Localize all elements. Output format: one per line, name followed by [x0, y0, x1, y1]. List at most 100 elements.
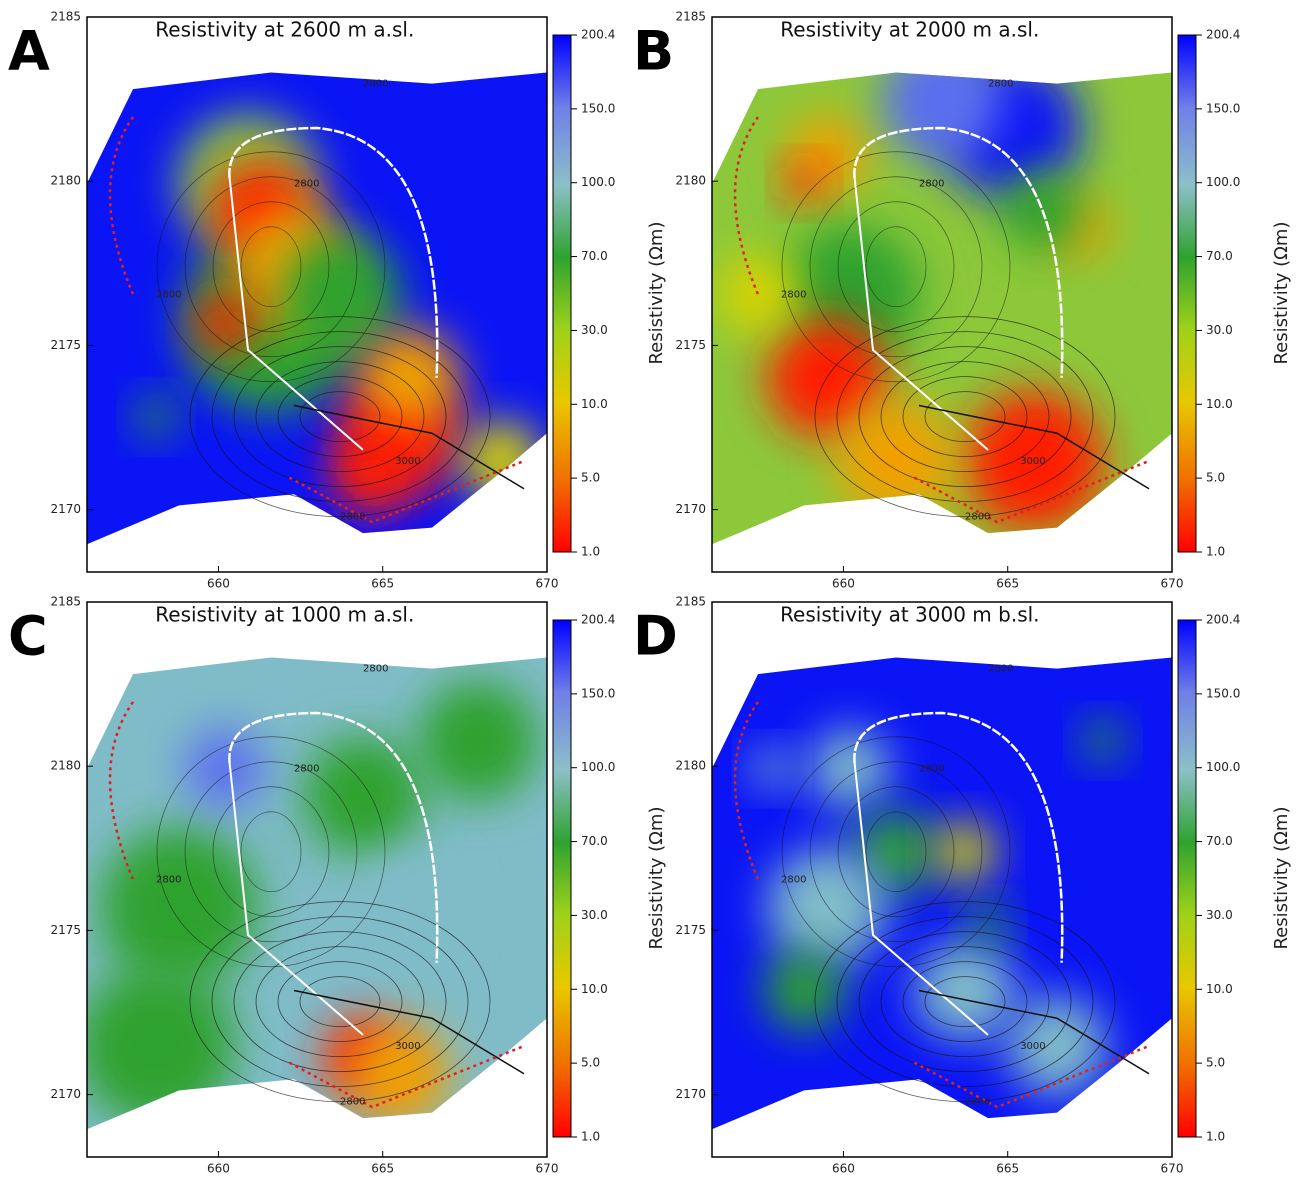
colorbar-tick-label: 5.0	[581, 471, 600, 485]
contour	[902, 961, 1028, 1042]
contour-label: 2800	[340, 1097, 365, 1108]
contour	[299, 976, 381, 1027]
colorbar-label: Resistivity (Ωm)	[1271, 221, 1292, 364]
colorbar-label: Resistivity (Ωm)	[646, 221, 667, 364]
contour	[233, 931, 447, 1072]
colorbar	[552, 34, 572, 553]
colorbar-tick-label: 200.4	[581, 28, 615, 42]
fault	[853, 177, 989, 451]
contour	[299, 391, 381, 443]
contour	[924, 976, 1006, 1027]
colorbar-tick-label: 30.0	[581, 908, 608, 922]
fault	[853, 762, 989, 1036]
contour	[837, 201, 955, 333]
scarp	[288, 1044, 525, 1109]
colorbar-tick-label: 10.0	[1206, 397, 1233, 411]
field-blob	[303, 736, 423, 857]
contour-label: 2800	[919, 764, 944, 775]
colorbar-tick-label: 1.0	[1206, 1130, 1225, 1144]
map-panel: 2800 3000 2800 2800 2800 660 665 670 2170 2175 218…	[8, 10, 667, 591]
contour-label: 2800	[363, 79, 388, 90]
scarp	[913, 1044, 1150, 1109]
colorbar-tick-label: 1.0	[1206, 545, 1225, 559]
y-tick-label: 2180	[50, 174, 81, 188]
contour	[184, 761, 358, 943]
y-tick-label: 2185	[675, 10, 706, 24]
contour-label: 2800	[988, 79, 1013, 90]
contour-label: 2800	[294, 764, 319, 775]
resistivity-field	[87, 657, 547, 1130]
contour	[902, 376, 1028, 458]
x-tick-label: 660	[832, 577, 855, 591]
contour	[809, 176, 983, 358]
resistivity-field	[712, 657, 1172, 1130]
fault	[293, 404, 525, 490]
field-blob	[136, 396, 176, 437]
contour-label: 2800	[781, 875, 806, 886]
contour	[212, 201, 330, 333]
map-panel: 2800 3000 2800 2800 2800 660 665 670 2170 2175 218…	[8, 595, 667, 1176]
colorbar	[552, 619, 572, 1138]
y-tick-label: 2175	[675, 338, 706, 352]
panel-letter: C	[8, 605, 48, 668]
contour	[255, 946, 425, 1057]
contour-label: 3000	[395, 1041, 420, 1052]
field-blob	[767, 847, 887, 968]
panel-letter: A	[8, 20, 50, 83]
colorbar-tick-label: 70.0	[581, 834, 608, 848]
y-tick-label: 2175	[675, 923, 706, 937]
map-frame	[86, 601, 548, 1158]
contour-label: 2800	[919, 179, 944, 190]
contour	[837, 786, 955, 918]
contour	[233, 346, 447, 488]
colorbar	[1177, 619, 1197, 1138]
y-tick-label: 2175	[50, 923, 81, 937]
contour-label: 3000	[1020, 1041, 1045, 1052]
x-tick-label: 665	[371, 1162, 394, 1176]
x-tick-label: 670	[1161, 1162, 1184, 1176]
contour	[814, 316, 1116, 518]
colorbar-tick-label: 10.0	[581, 397, 608, 411]
colorbar-tick-label: 10.0	[1206, 982, 1233, 996]
field-blob	[185, 728, 265, 809]
x-tick-label: 660	[832, 1162, 855, 1176]
contour	[189, 316, 491, 518]
field-blob	[718, 254, 798, 335]
field-blob	[968, 903, 1008, 944]
field-blob	[418, 680, 538, 801]
map-panel: 2800 3000 2800 2800 2800 660 665 670 2170 2175 218…	[633, 595, 1292, 1176]
contour-label: 2800	[988, 664, 1013, 675]
panel-title: Resistivity at 2600 m a.sl.	[155, 18, 414, 42]
panel-title: Resistivity at 3000 m b.sl.	[780, 603, 1039, 627]
colorbar-tick-label: 5.0	[1206, 471, 1225, 485]
colorbar-tick-label: 30.0	[581, 323, 608, 337]
x-tick-label: 670	[1161, 577, 1184, 591]
field-blob	[1007, 996, 1107, 1096]
contour	[240, 811, 302, 893]
fault	[228, 177, 364, 451]
contour	[189, 901, 491, 1102]
contour-label: 3000	[1020, 456, 1045, 467]
contour	[184, 176, 358, 358]
field-blob	[856, 811, 936, 892]
colorbar-tick-label: 200.4	[581, 613, 615, 627]
contour-label: 2800	[294, 179, 319, 190]
x-tick-label: 670	[536, 577, 559, 591]
colorbar-tick-label: 5.0	[581, 1056, 600, 1070]
colorbar-tick-label: 100.0	[1206, 760, 1240, 774]
colorbar-tick-label: 100.0	[581, 175, 615, 189]
colorbar-tick-label: 150.0	[581, 101, 615, 115]
y-tick-label: 2185	[50, 10, 81, 24]
contour-label: 2800	[156, 875, 181, 886]
field-blob	[195, 292, 255, 353]
field-blob	[359, 857, 459, 958]
caldera-rim	[853, 711, 1064, 963]
y-tick-label: 2170	[50, 502, 81, 516]
fault	[293, 989, 525, 1075]
contour-label: 2800	[965, 1097, 990, 1108]
contour	[211, 331, 469, 503]
contour	[156, 736, 386, 968]
x-tick-label: 665	[996, 1162, 1019, 1176]
colorbar-tick-label: 70.0	[1206, 249, 1233, 263]
